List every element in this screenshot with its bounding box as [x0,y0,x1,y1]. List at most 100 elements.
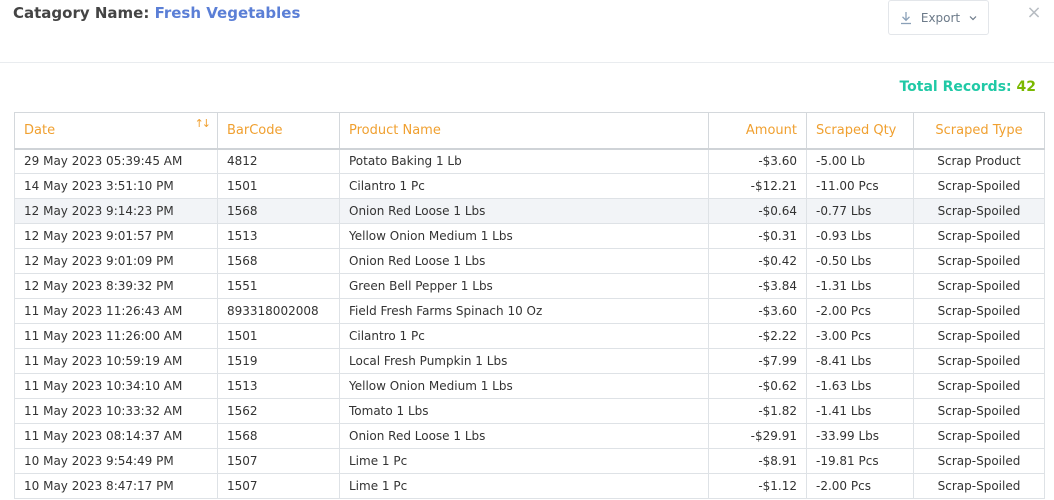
cell-product-name: Cilantro 1 Pc [339,173,709,199]
cell-product-name: Yellow Onion Medium 1 Lbs [339,223,709,249]
table-row: 14 May 2023 3:51:10 PM 1501 Cilantro 1 P… [14,173,1045,199]
cell-date: 10 May 2023 8:47:17 PM [14,473,218,499]
cell-scraped-type: Scrap-Spoiled [913,223,1045,249]
cell-date: 11 May 2023 10:33:32 AM [14,398,218,424]
cell-amount: -$0.64 [708,198,807,224]
cell-scraped-qty: -11.00 Pcs [806,173,914,199]
cell-amount: -$1.12 [708,473,807,499]
cell-barcode: 1513 [217,223,340,249]
table-row: 29 May 2023 05:39:45 AM 4812 Potato Baki… [14,148,1045,174]
cell-scraped-qty: -19.81 Pcs [806,448,914,474]
cell-product-name: Cilantro 1 Pc [339,323,709,349]
cell-product-name: Potato Baking 1 Lb [339,148,709,174]
cell-scraped-qty: -8.41 Lbs [806,348,914,374]
table-row: 11 May 2023 08:14:37 AM 1568 Onion Red L… [14,423,1045,449]
export-button[interactable]: Export [888,0,989,35]
cell-product-name: Onion Red Loose 1 Lbs [339,248,709,274]
total-records-label: Total Records: [899,79,1012,95]
cell-amount: -$0.62 [708,373,807,399]
column-header-barcode[interactable]: BarCode [217,112,340,150]
cell-scraped-qty: -1.31 Lbs [806,273,914,299]
table-row: 12 May 2023 9:01:57 PM 1513 Yellow Onion… [14,223,1045,249]
cell-barcode: 1519 [217,348,340,374]
total-records: Total Records: 42 [899,79,1036,95]
table-row: 10 May 2023 9:54:49 PM 1507 Lime 1 Pc -$… [14,448,1045,474]
cell-scraped-qty: -0.93 Lbs [806,223,914,249]
category-value: Fresh Vegetables [154,4,301,22]
cell-scraped-type: Scrap Product [913,148,1045,174]
cell-amount: -$0.42 [708,248,807,274]
cell-barcode: 1501 [217,173,340,199]
cell-scraped-qty: -5.00 Lb [806,148,914,174]
cell-product-name: Local Fresh Pumpkin 1 Lbs [339,348,709,374]
cell-scraped-type: Scrap-Spoiled [913,448,1045,474]
cell-barcode: 1568 [217,248,340,274]
close-icon[interactable]: × [1026,2,1042,23]
chevron-down-icon [969,15,977,21]
table-row: 12 May 2023 9:14:23 PM 1568 Onion Red Lo… [14,198,1045,224]
cell-barcode: 1551 [217,273,340,299]
cell-amount: -$3.60 [708,148,807,174]
cell-date: 12 May 2023 9:01:09 PM [14,248,218,274]
column-header-scraped-qty[interactable]: Scraped Qty [806,112,914,150]
cell-product-name: Yellow Onion Medium 1 Lbs [339,373,709,399]
cell-scraped-type: Scrap-Spoiled [913,198,1045,224]
table-row: 12 May 2023 9:01:09 PM 1568 Onion Red Lo… [14,248,1045,274]
cell-date: 11 May 2023 08:14:37 AM [14,423,218,449]
cell-scraped-type: Scrap-Spoiled [913,473,1045,499]
cell-product-name: Onion Red Loose 1 Lbs [339,198,709,224]
cell-amount: -$7.99 [708,348,807,374]
cell-scraped-type: Scrap-Spoiled [913,348,1045,374]
cell-scraped-qty: -2.00 Pcs [806,298,914,324]
cell-barcode: 1562 [217,398,340,424]
table-row: 11 May 2023 11:26:43 AM 893318002008 Fie… [14,298,1045,324]
cell-date: 10 May 2023 9:54:49 PM [14,448,218,474]
cell-scraped-type: Scrap-Spoiled [913,323,1045,349]
cell-amount: -$8.91 [708,448,807,474]
cell-date: 12 May 2023 9:14:23 PM [14,198,218,224]
records-table-container: Date ↑↓ BarCode Product Name Amount Scra… [14,112,1045,499]
column-header-label: Date [24,122,56,138]
table-row: 12 May 2023 8:39:32 PM 1551 Green Bell P… [14,273,1045,299]
cell-scraped-type: Scrap-Spoiled [913,298,1045,324]
table-row: 11 May 2023 10:59:19 AM 1519 Local Fresh… [14,348,1045,374]
cell-date: 11 May 2023 11:26:43 AM [14,298,218,324]
column-header-label: Scraped Qty [816,122,897,138]
cell-product-name: Green Bell Pepper 1 Lbs [339,273,709,299]
cell-amount: -$2.22 [708,323,807,349]
records-table: Date ↑↓ BarCode Product Name Amount Scra… [14,112,1045,499]
cell-scraped-qty: -3.00 Pcs [806,323,914,349]
cell-barcode: 1501 [217,323,340,349]
table-header-row: Date ↑↓ BarCode Product Name Amount Scra… [14,112,1045,150]
cell-scraped-type: Scrap-Spoiled [913,373,1045,399]
table-body: 29 May 2023 05:39:45 AM 4812 Potato Baki… [14,148,1045,499]
cell-barcode: 1568 [217,198,340,224]
category-label: Catagory Name: [13,4,150,22]
table-row: 11 May 2023 11:26:00 AM 1501 Cilantro 1 … [14,323,1045,349]
cell-barcode: 1568 [217,423,340,449]
cell-date: 12 May 2023 9:01:57 PM [14,223,218,249]
cell-product-name: Lime 1 Pc [339,473,709,499]
column-header-label: Scraped Type [935,122,1023,138]
category-title: Catagory Name: Fresh Vegetables [13,4,300,22]
cell-amount: -$1.82 [708,398,807,424]
export-label: Export [920,10,961,25]
cell-date: 14 May 2023 3:51:10 PM [14,173,218,199]
column-header-scraped-type[interactable]: Scraped Type [913,112,1045,150]
sort-icon[interactable]: ↑↓ [194,117,212,130]
cell-date: 29 May 2023 05:39:45 AM [14,148,218,174]
cell-scraped-type: Scrap-Spoiled [913,248,1045,274]
table-row: 10 May 2023 8:47:17 PM 1507 Lime 1 Pc -$… [14,473,1045,499]
column-header-date[interactable]: Date ↑↓ [14,112,218,150]
cell-amount: -$3.60 [708,298,807,324]
column-header-label: BarCode [227,122,283,138]
cell-barcode: 1513 [217,373,340,399]
cell-barcode: 1507 [217,448,340,474]
cell-product-name: Lime 1 Pc [339,448,709,474]
cell-date: 11 May 2023 10:59:19 AM [14,348,218,374]
cell-scraped-type: Scrap-Spoiled [913,398,1045,424]
column-header-label: Product Name [349,122,441,138]
download-icon [900,11,912,25]
column-header-amount[interactable]: Amount [708,112,807,150]
column-header-product-name[interactable]: Product Name [339,112,709,150]
